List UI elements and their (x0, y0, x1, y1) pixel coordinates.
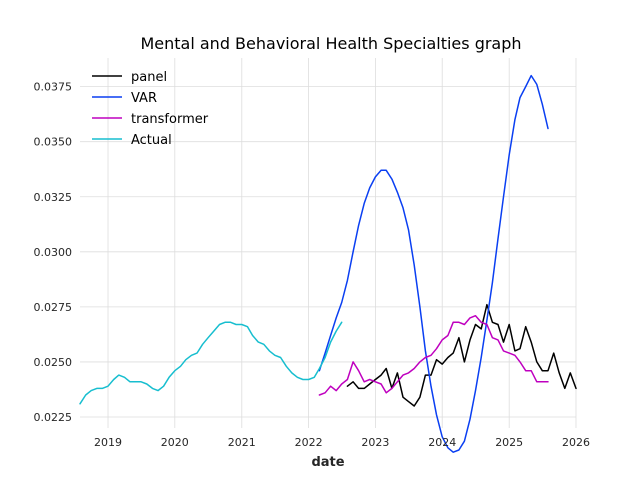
x-axis-ticks: 2019 2020 2021 2022 2023 2024 2025 2026 (94, 436, 590, 449)
y-tick-label: 0.0275 (34, 301, 73, 314)
x-tick-label: 2026 (562, 436, 590, 449)
x-tick-label: 2020 (161, 436, 189, 449)
chart-title: Mental and Behavioral Health Specialties… (140, 34, 521, 53)
series-line-actual (79, 321, 343, 405)
x-tick-label: 2019 (94, 436, 122, 449)
series-line-var (318, 74, 549, 453)
legend-label: panel (131, 70, 167, 85)
legend: panel VAR transformer Actual (92, 70, 209, 148)
legend-label: VAR (131, 91, 157, 106)
y-axis-ticks: 0.0225 0.0250 0.0275 0.0300 0.0325 0.0350 0.03… (34, 81, 73, 424)
y-tick-label: 0.0350 (34, 136, 73, 149)
x-gridlines (107, 58, 577, 428)
y-tick-label: 0.0300 (34, 246, 73, 259)
x-tick-label: 2022 (295, 436, 323, 449)
y-tick-label: 0.0225 (34, 411, 73, 424)
y-tick-label: 0.0250 (34, 356, 73, 369)
x-tick-label: 2024 (428, 436, 456, 449)
x-tick-label: 2023 (361, 436, 389, 449)
y-tick-label: 0.0375 (34, 81, 73, 94)
x-axis-label: date (311, 455, 344, 470)
series-lines (79, 74, 577, 453)
y-tick-label: 0.0325 (34, 191, 73, 204)
series-line-panel (346, 303, 577, 407)
legend-label: Actual (131, 133, 172, 148)
legend-label: transformer (131, 112, 209, 127)
y-gridlines (80, 86, 576, 418)
x-tick-label: 2025 (495, 436, 523, 449)
x-tick-label: 2021 (228, 436, 256, 449)
series-line-transformer (318, 314, 549, 396)
